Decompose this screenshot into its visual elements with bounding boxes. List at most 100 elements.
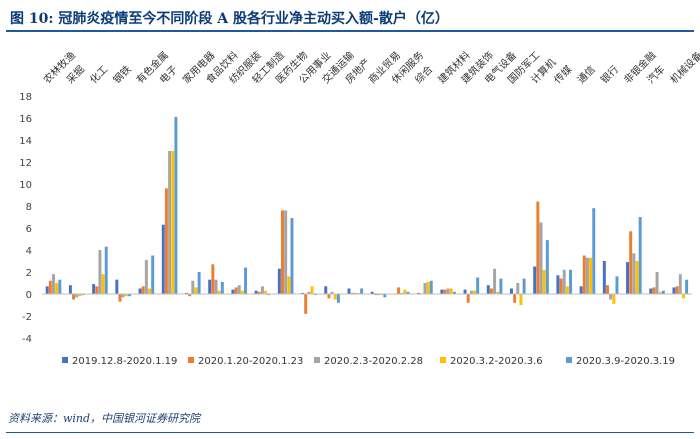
legend-swatch: [440, 357, 446, 363]
y-tick-label: 4: [26, 246, 32, 257]
bar: [95, 286, 99, 294]
bar: [417, 292, 421, 294]
bar: [493, 268, 497, 294]
y-tick-label: 14: [19, 136, 32, 147]
bar: [98, 250, 102, 294]
bar: [197, 272, 201, 294]
bar: [324, 286, 328, 294]
bottom-divider: [6, 432, 694, 433]
bar: [360, 288, 364, 294]
bar: [330, 291, 334, 294]
bar: [652, 287, 656, 294]
bar: [556, 275, 560, 294]
bar: [592, 208, 596, 294]
bar: [301, 292, 305, 294]
bar: [168, 151, 172, 294]
bar: [174, 116, 178, 295]
y-tick-label: -2: [22, 312, 32, 323]
bar: [260, 286, 264, 294]
bar: [400, 292, 404, 294]
bar: [602, 261, 606, 294]
figure-header: 图 10: 冠肺炎疫情至今不同阶段 A 股各行业净主动买入额-散户（亿）: [6, 4, 694, 32]
bar: [559, 278, 563, 294]
bar: [290, 218, 294, 294]
bar: [144, 259, 148, 294]
bar: [350, 292, 354, 294]
bar: [347, 288, 351, 294]
bar: [188, 294, 192, 297]
bar: [356, 292, 360, 294]
bar: [678, 274, 682, 294]
bar: [545, 240, 549, 294]
bar: [353, 292, 357, 294]
bar: [582, 255, 586, 294]
bar: [542, 269, 546, 294]
bar: [151, 255, 155, 294]
bar: [277, 268, 281, 294]
bar: [649, 288, 653, 294]
bar: [373, 294, 377, 296]
bar: [55, 283, 59, 294]
legend-swatch: [62, 357, 68, 363]
bar: [443, 289, 447, 294]
category-label: 化工: [87, 63, 110, 86]
category-label: 通信: [575, 63, 598, 86]
bar: [536, 201, 540, 294]
y-tick-label: 10: [19, 180, 32, 191]
chart-area: -4 -2 0 2 4 6 8 10 12 14 16 18 农林牧渔 采掘 化工 钢铁 有色金属 电子 家用电器食…: [0, 30, 700, 400]
bar: [254, 290, 258, 294]
bar: [589, 257, 593, 294]
source-note: 资料来源：wind，中国银河证券研究院: [8, 412, 201, 425]
bar: [267, 294, 271, 296]
y-tick-label: 16: [19, 114, 32, 125]
legend-label: 2020.3.9-2020.3.19: [576, 356, 675, 367]
bar: [635, 261, 639, 294]
title-divider: [6, 30, 694, 32]
bar: [208, 279, 212, 294]
bar: [124, 294, 128, 297]
bar: [440, 289, 444, 294]
bar: [333, 294, 337, 300]
bar: [606, 285, 609, 294]
bar: [327, 294, 331, 299]
bar: [446, 288, 450, 294]
bar: [284, 210, 288, 294]
bar: [52, 274, 55, 294]
bar: [287, 276, 291, 294]
bar: [141, 286, 145, 294]
bar: [185, 292, 188, 294]
category-label: 机械设备: [667, 49, 700, 86]
bar: [118, 294, 122, 302]
bar: [104, 246, 108, 294]
bar: [569, 269, 573, 294]
legend-swatch: [566, 357, 572, 363]
bar: [307, 291, 311, 294]
bar: [244, 267, 248, 294]
bar: [565, 286, 569, 294]
category-label: 钢铁: [110, 63, 133, 86]
bar: [463, 289, 467, 294]
y-tick-label: 8: [26, 202, 32, 213]
bar: [264, 290, 268, 294]
bar: [234, 287, 238, 294]
bar: [161, 224, 165, 294]
bar: [313, 294, 317, 296]
bar: [513, 294, 517, 303]
bar: [519, 294, 523, 305]
y-tick-label: 18: [19, 92, 32, 103]
legend-swatch: [188, 357, 194, 363]
bar: [377, 294, 380, 296]
bar: [81, 294, 85, 296]
bar: [473, 290, 476, 294]
bar: [68, 285, 72, 294]
bar: [579, 286, 583, 294]
bar: [626, 262, 630, 294]
bar: [211, 264, 215, 294]
bar: [638, 217, 642, 294]
bar: [370, 291, 374, 294]
bar: [609, 294, 613, 300]
bar: [78, 294, 82, 297]
bar: [101, 274, 105, 294]
legend-label: 2020.2.3-2020.2.28: [324, 356, 423, 367]
bar: [75, 294, 79, 298]
